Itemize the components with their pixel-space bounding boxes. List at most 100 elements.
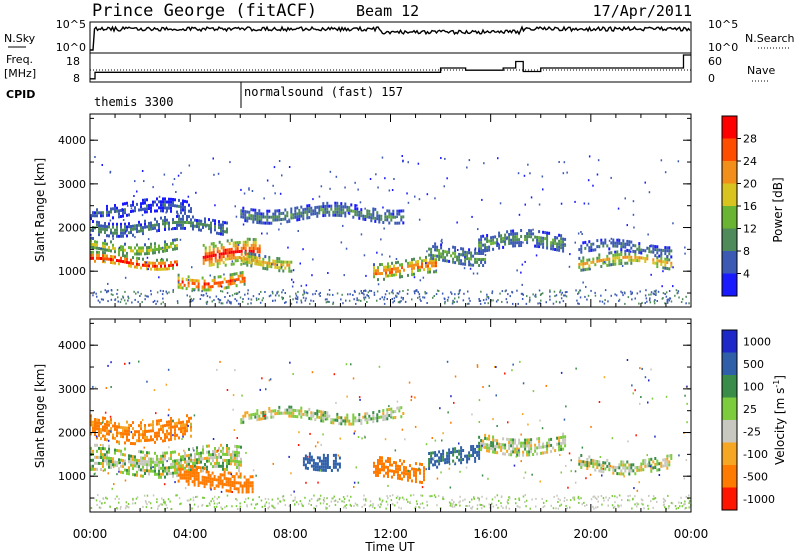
heatmap-cell	[294, 499, 296, 502]
heatmap-cell	[670, 261, 673, 265]
heatmap-cell	[576, 299, 578, 302]
heatmap-cell	[492, 505, 495, 508]
heatmap-cell	[242, 414, 245, 418]
heatmap-cell	[292, 408, 295, 412]
heatmap-cell	[434, 460, 437, 464]
heatmap-cell	[564, 444, 567, 448]
heatmap-cell	[227, 489, 230, 493]
heatmap-cell	[224, 221, 226, 225]
heatmap-cell	[238, 463, 240, 467]
heatmap-cell	[650, 293, 652, 296]
heatmap-cell	[560, 445, 563, 448]
heatmap-cell	[236, 508, 239, 510]
heatmap-cell	[140, 252, 142, 256]
heatmap-cell	[434, 242, 437, 246]
heatmap-cell	[186, 420, 188, 424]
heatmap-cell	[577, 291, 580, 294]
heatmap-cell	[254, 247, 257, 251]
heatmap-cell	[471, 413, 473, 416]
heatmap-cell	[458, 258, 461, 262]
heatmap-cell	[128, 264, 130, 268]
heatmap-cell	[302, 457, 305, 461]
heatmap-cell	[161, 257, 163, 260]
heatmap-cell	[667, 494, 669, 497]
heatmap-cell	[218, 226, 220, 230]
heatmap-cell	[226, 248, 229, 252]
heatmap-cell	[156, 197, 158, 201]
heatmap-cell	[170, 454, 172, 457]
heatmap-cell	[460, 446, 463, 450]
heatmap-cell	[114, 427, 116, 431]
heatmap-cell	[281, 296, 283, 299]
heatmap-cell	[166, 246, 168, 249]
heatmap-cell	[131, 301, 133, 304]
heatmap-cell	[222, 458, 224, 462]
heatmap-cell	[634, 250, 637, 254]
heatmap-cell	[162, 297, 164, 300]
heatmap-cell	[505, 505, 508, 508]
heatmap-cell	[200, 460, 202, 464]
heatmap-cell	[178, 214, 180, 218]
heatmap-cell	[434, 248, 437, 252]
heatmap-cell	[341, 293, 343, 296]
heatmap-cell	[452, 450, 455, 454]
heatmap-cell	[423, 259, 425, 263]
heatmap-cell	[256, 418, 259, 422]
heatmap-cell	[140, 468, 142, 472]
heatmap-cell	[632, 392, 634, 395]
heatmap-cell	[205, 288, 208, 292]
heatmap-cell	[239, 505, 241, 508]
heatmap-cell	[320, 465, 323, 469]
heatmap-cell	[566, 291, 568, 293]
heatmap-cell	[620, 253, 623, 256]
heatmap-cell	[208, 459, 210, 463]
heatmap-cell	[154, 223, 156, 227]
heatmap-cell	[332, 213, 335, 217]
heatmap-cell	[104, 437, 106, 441]
heatmap-cell	[154, 248, 156, 252]
heatmap-cell	[660, 159, 663, 162]
heatmap-cell	[336, 415, 339, 419]
heatmap-cell	[377, 462, 379, 465]
heatmap-cell	[250, 298, 253, 301]
heatmap-cell	[312, 258, 314, 261]
heatmap-cell	[604, 461, 607, 465]
heatmap-cell	[120, 231, 122, 235]
heatmap-cell	[227, 480, 230, 484]
heatmap-cell	[530, 235, 533, 239]
y-tick-label: 3000	[58, 383, 86, 396]
heatmap-cell	[642, 468, 645, 472]
heatmap-cell	[114, 261, 116, 265]
heatmap-cell	[413, 276, 416, 279]
heatmap-cell	[450, 395, 452, 398]
heatmap-cell	[90, 507, 93, 509]
heatmap-cell	[262, 263, 265, 267]
heatmap-cell	[414, 396, 416, 399]
heatmap-cell	[458, 252, 461, 256]
heatmap-cell	[344, 202, 347, 206]
heatmap-cell	[435, 258, 437, 262]
heatmap-cell	[415, 477, 417, 481]
heatmap-cell	[280, 260, 283, 264]
heatmap-cell	[496, 439, 499, 443]
heatmap-cell	[536, 437, 539, 441]
heatmap-cell	[295, 294, 298, 297]
heatmap-cell	[409, 501, 411, 504]
heatmap-cell	[596, 245, 599, 249]
heatmap-cell	[229, 489, 232, 493]
heatmap-cell	[473, 497, 475, 500]
heatmap-cell	[264, 416, 267, 420]
heatmap-cell	[237, 274, 240, 278]
heatmap-cell	[254, 262, 257, 266]
heatmap-cell	[612, 465, 615, 469]
heatmap-cell	[174, 431, 176, 435]
heatmap-cell	[602, 470, 605, 474]
heatmap-cell	[360, 208, 363, 212]
heatmap-cell	[114, 421, 116, 425]
heatmap-cell	[273, 506, 275, 509]
heatmap-cell	[120, 228, 122, 232]
heatmap-cell	[390, 212, 393, 216]
heatmap-cell	[364, 498, 367, 501]
heatmap-cell	[597, 495, 600, 498]
heatmap-cell	[156, 300, 159, 303]
